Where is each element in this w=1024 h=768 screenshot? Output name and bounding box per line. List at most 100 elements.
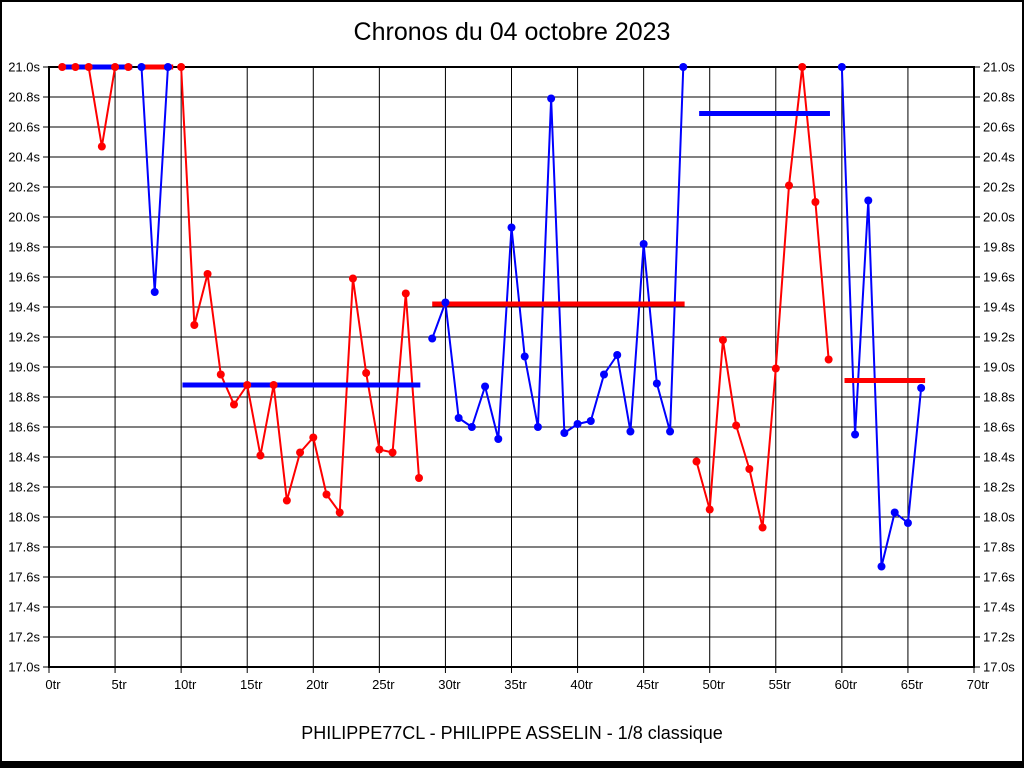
driver-footer: PHILIPPE77CL - PHILIPPE ASSELIN - 1/8 cl…	[301, 723, 723, 743]
lap-point-heat-6-lap61	[851, 430, 860, 439]
x-axis-label: 50tr	[703, 677, 726, 692]
lap-point-heat-2-lap8	[150, 288, 159, 296]
lap-point-heat-3-lap12	[203, 270, 212, 278]
y-axis-label-left: 19.0s	[8, 360, 40, 375]
lap-series-heat-6	[840, 66, 923, 568]
y-axis-label-right: 20.0s	[983, 210, 1015, 225]
lap-point-heat-4-lap33	[481, 382, 490, 391]
lap-point-heat-4-lap31	[454, 414, 463, 422]
lap-point-heat-1-lap3	[84, 63, 93, 71]
y-axis-label-right: 17.6s	[983, 570, 1015, 585]
x-axis-label: 40tr	[570, 677, 593, 692]
lap-point-heat-5-lap59	[824, 355, 833, 364]
lap-point-heat-4-lap44	[626, 427, 635, 436]
y-axis-label-right: 17.0s	[983, 660, 1015, 675]
lap-point-heat-4-lap41	[586, 417, 595, 425]
lap-point-heat-4-lap43	[613, 351, 622, 359]
x-axis-label: 35tr	[504, 677, 527, 692]
x-axis-label: 20tr	[306, 677, 329, 692]
y-axis-label-left: 19.2s	[8, 330, 40, 345]
lap-point-heat-3-lap23	[348, 274, 357, 283]
y-axis-label-left: 19.6s	[8, 270, 40, 285]
y-axis-label-left: 21.0s	[8, 60, 40, 75]
lap-point-heat-1-lap5	[111, 63, 120, 71]
lap-point-heat-5-lap53	[745, 465, 754, 473]
y-axis-label-right: 20.2s	[983, 180, 1015, 195]
lap-point-heat-5-lap55	[771, 364, 780, 373]
y-axis-label-left: 17.8s	[8, 540, 40, 555]
lap-point-heat-1-lap6	[124, 63, 133, 71]
lap-point-heat-3-lap15	[243, 381, 252, 389]
y-axis-label-right: 18.8s	[983, 390, 1015, 405]
lap-point-heat-5-lap52	[732, 421, 741, 430]
y-axis-label-left: 18.6s	[8, 420, 40, 435]
lap-point-heat-5-lap50	[705, 505, 714, 514]
lap-point-heat-4-lap40	[573, 420, 582, 428]
x-axis-label: 30tr	[438, 677, 461, 692]
y-axis-label-left: 18.4s	[8, 450, 40, 465]
lap-point-heat-4-lap38	[547, 94, 556, 103]
y-axis-label-left: 18.0s	[8, 510, 40, 525]
y-axis-label-right: 19.4s	[983, 300, 1015, 315]
y-axis-label-left: 18.2s	[8, 480, 40, 495]
x-axis-label: 45tr	[636, 677, 659, 692]
x-axis-label: 60tr	[835, 677, 858, 692]
y-axis-label-right: 20.4s	[983, 150, 1015, 165]
lap-point-heat-3-lap28	[415, 474, 423, 482]
y-axis-label-right: 19.8s	[983, 240, 1015, 255]
y-axis-label-right: 19.6s	[983, 270, 1015, 285]
lap-point-heat-4-lap30	[441, 298, 450, 307]
y-axis-label-right: 20.8s	[983, 90, 1015, 105]
lap-point-heat-5-lap57	[798, 63, 807, 71]
lap-point-heat-4-lap34	[494, 435, 503, 443]
lap-point-heat-3-lap18	[282, 496, 291, 505]
lap-series-heat-2	[140, 66, 169, 293]
y-axis-label-left: 18.8s	[8, 390, 40, 405]
plot-border	[48, 66, 975, 668]
y-axis-label-right: 17.2s	[983, 630, 1015, 645]
lap-point-heat-5-lap49	[692, 457, 701, 466]
lap-point-heat-1-lap1	[58, 63, 67, 71]
y-axis-label-left: 20.6s	[8, 120, 40, 135]
y-axis-label-left: 19.4s	[8, 300, 40, 315]
lap-point-heat-4-lap42	[600, 370, 608, 379]
lap-point-heat-3-lap10	[177, 63, 186, 71]
lap-point-heat-4-lap32	[467, 423, 476, 431]
y-axis-label-right: 18.4s	[983, 450, 1015, 465]
x-axis-label: 5tr	[111, 677, 127, 692]
y-axis-label-right: 18.2s	[983, 480, 1015, 495]
lap-point-heat-4-lap36	[520, 352, 529, 361]
lap-point-heat-4-lap46	[652, 379, 661, 388]
lap-series-heat-4	[431, 66, 685, 440]
lap-series-heat-1	[62, 66, 129, 148]
lap-point-heat-2-lap7	[137, 63, 146, 71]
lap-point-heat-4-lap29	[428, 334, 437, 343]
lap-series-heat-3	[180, 66, 420, 514]
lap-point-heat-5-lap54	[758, 523, 767, 532]
lap-point-heat-3-lap21	[322, 490, 331, 499]
y-axis-label-left: 20.8s	[8, 90, 40, 105]
y-axis-label-right: 18.0s	[983, 510, 1015, 525]
x-axis-label: 10tr	[174, 677, 197, 692]
y-axis-label-right: 19.2s	[983, 330, 1015, 345]
y-axis-label-right: 19.0s	[983, 360, 1015, 375]
lap-point-heat-4-lap45	[639, 240, 648, 248]
lap-point-heat-6-lap65	[903, 519, 912, 527]
y-axis-label-left: 17.0s	[8, 660, 40, 675]
y-axis-label-right: 17.4s	[983, 600, 1015, 615]
lap-point-heat-4-lap47	[666, 427, 675, 436]
lap-point-heat-3-lap17	[269, 381, 278, 389]
x-axis-label: 0tr	[45, 677, 61, 692]
x-axis-label: 70tr	[967, 677, 990, 692]
lap-point-heat-5-lap51	[718, 336, 727, 344]
y-axis-label-left: 20.0s	[8, 210, 40, 225]
lap-point-heat-3-lap11	[190, 321, 199, 329]
lap-point-heat-6-lap64	[890, 508, 899, 517]
lap-point-heat-5-lap58	[811, 198, 820, 206]
y-axis-label-left: 17.4s	[8, 600, 40, 615]
y-axis-label-left: 17.2s	[8, 630, 40, 645]
x-axis-label: 65tr	[901, 677, 924, 692]
lap-point-heat-6-lap63	[877, 562, 886, 571]
